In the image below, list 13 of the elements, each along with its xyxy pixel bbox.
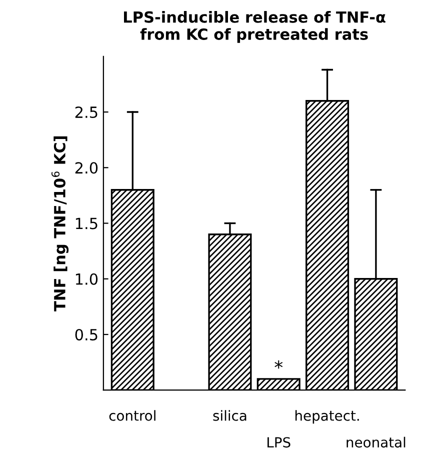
x-tick-label: neonatal	[346, 436, 406, 448]
chart-title: LPS-inducible release of TNF-α from KC of pretreated rats	[124, 11, 386, 43]
y-tick-label: 1.0	[76, 273, 98, 285]
x-tick-label: hepatect.	[295, 410, 359, 424]
annotation: *	[274, 360, 283, 369]
y-tick-label: 2.0	[75, 162, 98, 174]
y-tick-label: 2.5	[75, 106, 98, 118]
y-axis-title: TNF [ng TNF/10$^{6}$ KC]	[51, 136, 69, 312]
x-tick-label: LPS	[268, 437, 290, 448]
y-tick-label: 0.5	[75, 328, 98, 341]
x-tick-label: control	[109, 410, 156, 421]
y-tick-label: 1.5	[76, 218, 98, 230]
x-tick-label: silica	[213, 410, 246, 421]
